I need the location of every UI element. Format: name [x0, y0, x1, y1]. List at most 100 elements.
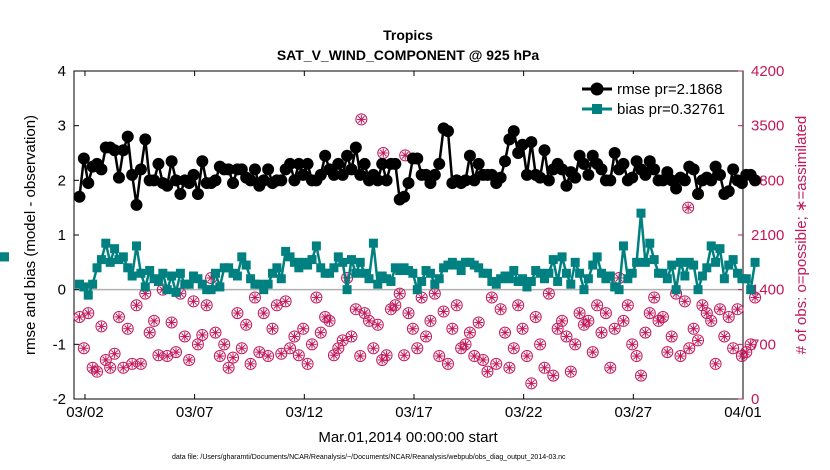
obs-possible-point — [591, 299, 604, 312]
bias-point — [491, 279, 501, 289]
obs-assimilated-stroke — [347, 332, 356, 341]
obs-assimilated-point — [649, 292, 659, 302]
obs-assimilated-point — [197, 330, 207, 340]
obs-possible-point — [389, 299, 402, 312]
rmse-point — [380, 174, 393, 187]
rmse-point — [670, 182, 683, 195]
obs-assimilated-stroke — [312, 293, 320, 302]
obs-possible-point — [735, 350, 748, 363]
obs-assimilated-point — [110, 349, 120, 359]
obs-possible-point — [380, 349, 393, 362]
obs-assimilated-stroke — [229, 354, 237, 362]
obs-assimilated-point — [325, 316, 335, 326]
rmse-point — [538, 144, 551, 157]
rmse-point — [77, 152, 90, 165]
obs-assimilated-point — [276, 349, 286, 359]
obs-possible-point — [406, 322, 419, 335]
bias-point — [711, 257, 721, 267]
bias-point — [368, 238, 378, 248]
obs-assimilated-point — [487, 292, 497, 302]
obs-assimilated-stroke — [492, 360, 500, 368]
rmse-point — [288, 174, 301, 187]
obs-assimilated-point — [478, 355, 488, 365]
rmse-point — [678, 174, 691, 187]
obs-assimilated-point — [105, 363, 115, 373]
obs-assimilated-stroke — [251, 293, 259, 302]
obs-assimilated-stroke — [102, 356, 110, 364]
obs-assimilated-stroke — [198, 331, 206, 339]
bias-point — [118, 252, 128, 262]
rmse-point — [617, 157, 630, 170]
obs-assimilated-point — [706, 316, 716, 326]
obs-assimilated-point — [544, 289, 554, 299]
rmse-point — [121, 130, 134, 143]
obs-assimilated-point — [289, 332, 299, 342]
obs-assimilated-point — [421, 332, 431, 342]
legend: rmse pr=2.1868 bias pr=0.32761 — [575, 74, 740, 118]
obs-possible-point — [376, 353, 389, 366]
bias-point — [693, 285, 703, 295]
obs-assimilated-point — [250, 292, 260, 302]
obs-possible-point — [402, 307, 415, 320]
obs-assimilated-point — [79, 343, 89, 353]
bias-point — [579, 285, 589, 295]
y-tick-label: 0 — [58, 282, 66, 299]
obs-assimilated-point — [114, 312, 124, 322]
obs-assimilated-point — [561, 332, 571, 342]
obs-possible-point — [284, 342, 297, 355]
obs-possible-point — [297, 322, 310, 335]
rmse-point — [608, 147, 621, 159]
obs-assimilated-stroke — [712, 360, 720, 368]
bias-point — [680, 271, 690, 281]
obs-assimilated-stroke — [401, 151, 409, 159]
obs-assimilated-stroke — [352, 305, 360, 313]
bias-point — [351, 268, 361, 278]
rmse-point — [494, 171, 507, 184]
rmse-point — [161, 179, 174, 192]
obs-possible-point — [433, 350, 446, 363]
obs-assimilated-point — [171, 347, 181, 357]
obs-assimilated-point — [570, 339, 580, 349]
obs-outlier-assimilated — [378, 148, 388, 158]
y-tick-label: 3 — [58, 118, 66, 135]
obs-possible-point — [507, 342, 520, 355]
rmse-point — [248, 163, 261, 176]
obs-assimilated-stroke — [273, 301, 281, 309]
bias-point — [101, 238, 111, 248]
rmse-point — [463, 149, 476, 162]
x-tick-label: 03/27 — [615, 404, 653, 421]
obs-possible-point — [384, 303, 397, 316]
obs-assimilated-point — [491, 359, 501, 369]
obs-possible-point — [661, 346, 674, 359]
obs-assimilated-stroke — [426, 317, 434, 325]
rmse-point — [130, 198, 143, 211]
legend-box — [575, 74, 740, 118]
bias-point — [482, 268, 492, 278]
rmse-point — [196, 155, 209, 168]
bias-point — [175, 268, 185, 278]
obs-assimilated-stroke — [747, 340, 755, 348]
obs-assimilated-stroke — [733, 305, 742, 313]
obs-assimilated-stroke — [356, 352, 364, 360]
obs-assimilated-point — [588, 347, 598, 357]
bias-point — [254, 279, 264, 289]
bias-point — [623, 274, 633, 284]
bias-point — [373, 279, 383, 289]
obs-assimilated-point — [675, 351, 685, 361]
bias-point — [281, 246, 291, 256]
obs-assimilated-point — [680, 296, 690, 306]
obs-assimilated-point — [566, 367, 576, 377]
obs-assimilated-point — [390, 300, 400, 310]
x-tick-label: 03/17 — [395, 404, 433, 421]
obs-assimilated-stroke — [181, 332, 189, 341]
rmse-point — [560, 179, 573, 192]
obs-assimilated-stroke — [295, 351, 303, 359]
obs-assimilated-stroke — [694, 336, 702, 344]
rmse-point — [108, 144, 121, 157]
obs-possible-point — [621, 299, 634, 312]
bias-point — [592, 252, 602, 262]
rmse-point — [227, 177, 240, 190]
bias-point — [132, 241, 142, 251]
bias-point — [408, 268, 418, 278]
bias-point — [614, 285, 624, 295]
